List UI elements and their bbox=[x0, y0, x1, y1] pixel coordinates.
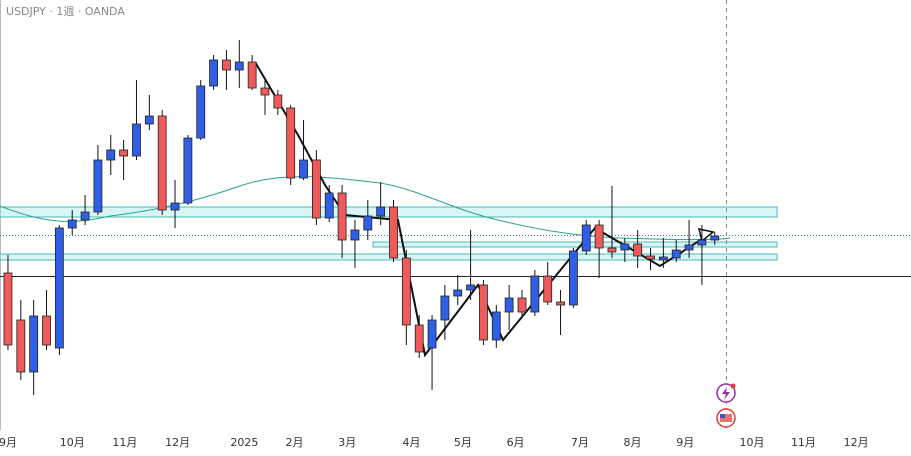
flag-canton bbox=[720, 414, 725, 418]
candle-body bbox=[3, 272, 13, 346]
candle-body bbox=[389, 206, 398, 259]
x-tick-label: 12月 bbox=[844, 436, 869, 449]
candle-body bbox=[209, 59, 218, 87]
candle-body bbox=[517, 297, 527, 313]
candle-body bbox=[170, 202, 180, 211]
candle-body bbox=[93, 159, 103, 213]
x-tick-label: 8月 bbox=[624, 436, 642, 449]
candle-body bbox=[594, 224, 604, 249]
zone bbox=[0, 206, 778, 218]
candle-body bbox=[273, 94, 283, 109]
badge bbox=[730, 383, 736, 389]
candle-body bbox=[106, 149, 116, 161]
candle-body bbox=[530, 275, 540, 313]
candle-body bbox=[247, 61, 257, 89]
candle-body bbox=[29, 315, 39, 373]
candle-body bbox=[569, 250, 578, 306]
x-tick-label: 6月 bbox=[507, 436, 525, 449]
candle-body bbox=[350, 229, 360, 241]
x-tick-label: 11月 bbox=[791, 436, 816, 449]
candle-body bbox=[80, 211, 90, 221]
candle-body bbox=[16, 319, 26, 373]
candle-body bbox=[132, 123, 141, 157]
candle-body bbox=[697, 239, 707, 246]
x-tick-label: 9月 bbox=[0, 436, 17, 449]
candle-body bbox=[658, 256, 668, 261]
candle-body bbox=[556, 301, 565, 306]
candle-body bbox=[67, 219, 77, 229]
x-tick-label: 10月 bbox=[60, 436, 85, 449]
x-tick-label: 2月 bbox=[286, 436, 304, 449]
candle-body bbox=[607, 247, 617, 253]
candle-body bbox=[54, 227, 64, 349]
candle-body bbox=[157, 115, 167, 211]
bolt bbox=[722, 387, 730, 400]
candle-body bbox=[479, 284, 488, 341]
moving-average bbox=[0, 176, 731, 240]
flag bbox=[720, 414, 732, 422]
candle-body bbox=[222, 59, 231, 71]
candle-body bbox=[491, 311, 501, 341]
candle-body bbox=[646, 255, 655, 260]
candle-body bbox=[581, 224, 591, 252]
candle-body bbox=[196, 85, 206, 139]
candle-body bbox=[234, 61, 244, 71]
zone bbox=[0, 253, 778, 261]
candle-body bbox=[440, 295, 450, 321]
x-tick-label: 7月 bbox=[571, 436, 589, 449]
x-tick-label: 5月 bbox=[454, 436, 472, 449]
x-tick-label: 3月 bbox=[338, 436, 356, 449]
x-tick-label: 10月 bbox=[740, 436, 765, 449]
candle-body bbox=[144, 115, 154, 125]
x-tick-label: 12月 bbox=[165, 436, 190, 449]
candle-body bbox=[466, 284, 475, 291]
icons bbox=[716, 383, 736, 428]
candle-body bbox=[684, 244, 694, 251]
candle-body bbox=[363, 215, 373, 231]
candle-body bbox=[183, 137, 193, 204]
x-tick-label: 11月 bbox=[112, 436, 137, 449]
x-tick-label: 4月 bbox=[402, 436, 420, 449]
candle-body bbox=[337, 192, 347, 241]
candle-body bbox=[324, 192, 334, 219]
candle-body bbox=[710, 235, 720, 241]
candle-body bbox=[299, 159, 308, 179]
candle-body bbox=[260, 87, 270, 96]
candle-body bbox=[633, 243, 643, 257]
x-tick-label: 9月 bbox=[676, 436, 694, 449]
candle-body bbox=[453, 289, 463, 297]
candle-body bbox=[414, 324, 424, 353]
candle-body bbox=[504, 297, 514, 313]
symbol-title: USDJPY · 1週 · OANDA bbox=[6, 5, 125, 18]
candle-body bbox=[427, 319, 437, 349]
candle-body bbox=[543, 275, 553, 303]
candle-body bbox=[42, 315, 51, 346]
x-tick-label: 2025 bbox=[230, 436, 258, 449]
candle-body bbox=[376, 206, 386, 217]
candle-body bbox=[119, 149, 129, 157]
arrow-head bbox=[697, 228, 715, 243]
candle-body bbox=[311, 159, 321, 219]
zone bbox=[372, 241, 778, 248]
candle-body bbox=[401, 257, 411, 326]
candle-body bbox=[671, 249, 681, 259]
candle-body bbox=[286, 107, 296, 179]
candle-body bbox=[620, 243, 630, 251]
